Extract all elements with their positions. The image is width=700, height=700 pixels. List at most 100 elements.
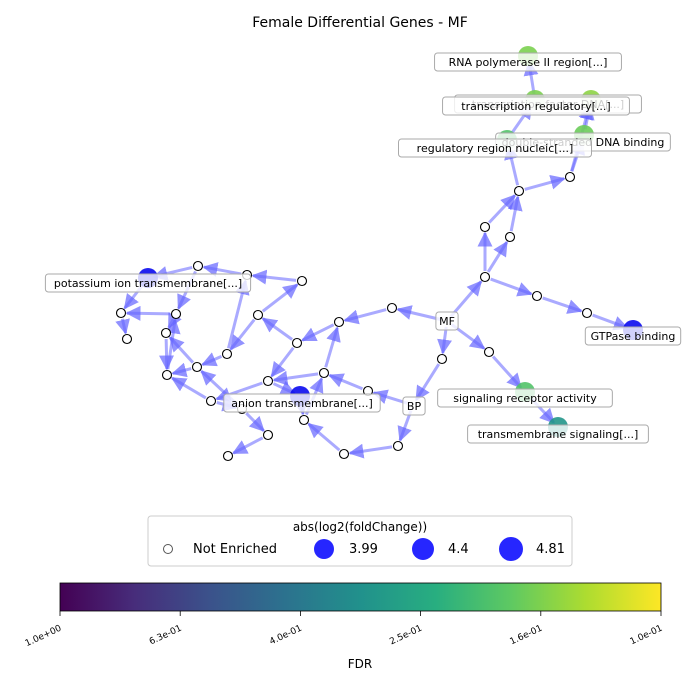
edge-h22-h21 [201, 352, 223, 367]
node-not-enriched [221, 348, 233, 360]
node-not-enriched [192, 260, 204, 272]
node-label-signaling: signaling receptor activity [437, 388, 613, 408]
edge-h4-h5 [490, 277, 533, 297]
node-not-enriched [298, 414, 310, 426]
node-label-treg: transcription regulatory[...] [442, 96, 630, 116]
colorbar-tick-label: 2.5e-01 [388, 624, 424, 648]
node-not-enriched [291, 337, 303, 349]
node-label-text: RNA polymerase II region[...] [449, 56, 608, 69]
node-not-enriched [564, 171, 576, 183]
node-label-potassium: potassium ion transmembrane[...] [44, 273, 252, 293]
legend-label: 4.4 [448, 542, 469, 557]
legend-marker-not-enriched [163, 544, 173, 554]
colorbar: 1.0e+00 6.3e-01 4.0e-01 2.5e-01 1.6e-01 1.0e-… [24, 582, 665, 671]
edge-h7-signaling [491, 355, 523, 389]
node-not-enriched [531, 290, 543, 302]
node-label-text: GTPase binding [591, 330, 676, 343]
edge-MF-h8 [437, 326, 452, 355]
edge-h26-h27 [231, 436, 264, 455]
node-not-enriched [262, 429, 274, 441]
node-not-enriched [121, 333, 133, 345]
legend-title: abs(log2(foldChange)) [293, 520, 427, 534]
edge-h11-h25 [270, 346, 295, 378]
node-not-enriched [479, 271, 491, 283]
node-not-enriched [436, 353, 448, 365]
node-not-enriched [338, 448, 350, 460]
colorbar-tick-label: 1.0e-01 [629, 624, 665, 648]
node-not-enriched [333, 316, 345, 328]
node-not-enriched [170, 308, 182, 320]
edge-h6-gtpase [592, 313, 629, 331]
node-not-enriched [479, 221, 491, 233]
edge-h5-h6 [542, 296, 583, 314]
edge-h23-h20 [170, 376, 207, 400]
edge-h4-h3 [486, 240, 509, 273]
edge-h29-h10 [324, 326, 341, 368]
node-label-text: transmembrane signaling[...] [478, 428, 639, 441]
node-not-enriched [222, 450, 234, 462]
legend-marker [314, 539, 334, 559]
edge-h11-h12 [261, 317, 294, 341]
node-not-enriched [581, 307, 593, 319]
edge-MF-h9 [396, 305, 442, 322]
node-label-rnapol: RNA polymerase II region[...] [434, 52, 622, 72]
node-not-enriched [318, 367, 330, 379]
edge-h21-h20 [171, 362, 192, 378]
colorbar-gradient [59, 582, 662, 612]
legend-marker [412, 538, 434, 560]
edge-h2-h0 [488, 194, 516, 224]
node-not-enriched [296, 275, 308, 287]
node-not-enriched [191, 361, 203, 373]
colorbar-label: FDR [348, 657, 372, 671]
colorbar-tick-label: 1.0e+00 [24, 624, 64, 650]
legend-label: 3.99 [349, 542, 378, 557]
edge-BP-h32 [397, 410, 413, 442]
node-label-text: potassium ion transmembrane[...] [54, 277, 242, 290]
node-label-tmsignal: transmembrane signaling[...] [467, 424, 649, 444]
edge-h12-h22 [229, 318, 256, 351]
edge-h10-h11 [301, 323, 335, 342]
edge-h3-h0 [507, 195, 523, 232]
node-not-enriched [252, 309, 264, 321]
legend: abs(log2(foldChange)) Not Enriched 3.99 4.… [147, 515, 573, 567]
node-label-regreg: regulatory region nucleic[...] [398, 138, 592, 158]
node-label-text: signaling receptor activity [453, 392, 597, 405]
legend-marker [499, 537, 523, 561]
colorbar-tick-label: 4.0e-01 [268, 624, 304, 648]
label-layer: MF BP RNA polymerase II region[...] transcr… [44, 52, 682, 444]
edge-h14-h15 [202, 262, 242, 277]
edge-h29-h25 [272, 370, 319, 386]
node-label-gtpase: GTPase binding [584, 326, 682, 346]
node-not-enriched [115, 307, 127, 319]
legend-label: 4.81 [536, 542, 565, 557]
node-not-enriched [160, 327, 172, 339]
edge-h19-h20 [159, 338, 175, 371]
node-label-anion: anion transmembrane[...] [223, 393, 381, 413]
edge-h8-BP [414, 363, 441, 402]
node-not-enriched [262, 375, 274, 387]
node-label-MF: MF [435, 311, 459, 331]
node-label-text: MF [439, 315, 455, 328]
edge-h20-h16 [165, 318, 181, 370]
edge-h0-h1 [524, 174, 566, 191]
edge-h24-h26 [245, 412, 265, 432]
legend-label: Not Enriched [193, 542, 277, 557]
node-not-enriched [392, 440, 404, 452]
colorbar-tick-label: 6.3e-01 [148, 624, 184, 648]
node-label-text: transcription regulatory[...] [461, 100, 610, 113]
edge-h16-h19 [167, 312, 182, 330]
node-not-enriched [386, 302, 398, 314]
node-label-text: regulatory region nucleic[...] [417, 142, 574, 155]
edge-h17-h18 [115, 318, 130, 335]
edge-h13-h14 [251, 269, 297, 285]
edge-h16-h17 [125, 305, 171, 321]
edge-MF-h4 [449, 280, 483, 318]
node-label-text: BP [407, 400, 422, 413]
edge-h21-h19 [168, 336, 195, 364]
edge-h31-h28 [307, 422, 341, 452]
node-not-enriched [504, 231, 516, 243]
edge-h9-h10 [343, 308, 387, 325]
node-not-enriched [161, 369, 173, 381]
node-not-enriched [513, 185, 525, 197]
